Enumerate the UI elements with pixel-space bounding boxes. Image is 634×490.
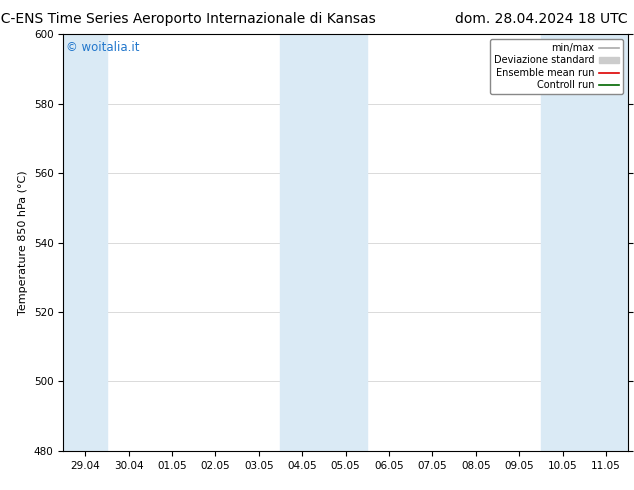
- Bar: [541, 34, 628, 451]
- Text: dom. 28.04.2024 18 UTC: dom. 28.04.2024 18 UTC: [455, 12, 628, 26]
- Bar: [63, 34, 107, 451]
- Y-axis label: Temperature 850 hPa (°C): Temperature 850 hPa (°C): [18, 170, 29, 315]
- Text: CMC-ENS Time Series Aeroporto Internazionale di Kansas: CMC-ENS Time Series Aeroporto Internazio…: [0, 12, 376, 26]
- Text: © woitalia.it: © woitalia.it: [66, 41, 139, 53]
- Legend: min/max, Deviazione standard, Ensemble mean run, Controll run: min/max, Deviazione standard, Ensemble m…: [490, 39, 623, 94]
- Bar: [280, 34, 367, 451]
